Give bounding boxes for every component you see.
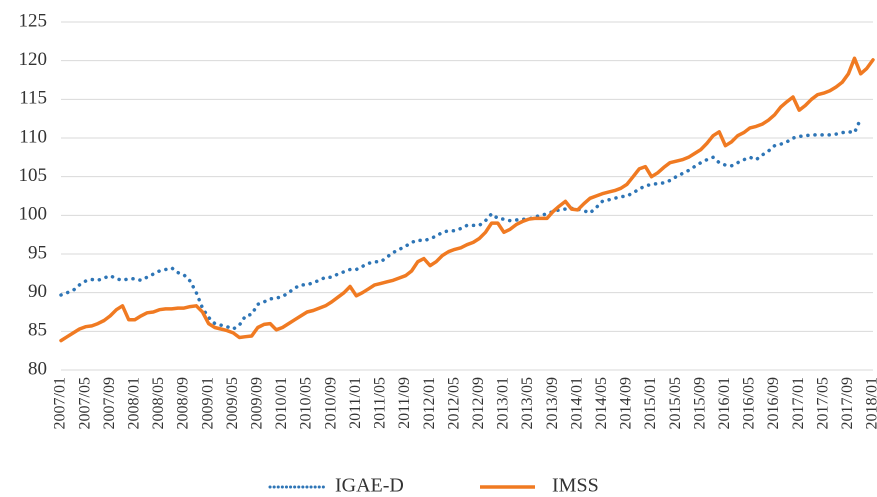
x-tick-label: 2016/09 bbox=[765, 377, 782, 429]
x-tick-label: 2008/09 bbox=[175, 377, 192, 429]
y-tick-label: 120 bbox=[19, 49, 48, 70]
x-tick-label: 2010/05 bbox=[298, 377, 315, 429]
x-tick-label: 2017/01 bbox=[790, 377, 807, 429]
x-tick-label: 2011/05 bbox=[372, 377, 389, 429]
x-tick-label: 2007/01 bbox=[52, 377, 69, 429]
x-tick-label: 2016/05 bbox=[741, 377, 758, 429]
x-tick-label: 2017/09 bbox=[839, 377, 856, 429]
x-tick-label: 2009/09 bbox=[249, 377, 266, 429]
x-tick-label: 2014/05 bbox=[593, 377, 610, 429]
x-tick-label: 2010/01 bbox=[273, 377, 290, 429]
x-tick-label: 2008/01 bbox=[125, 377, 142, 429]
x-tick-label: 2007/09 bbox=[101, 377, 118, 429]
x-tick-label: 2011/01 bbox=[347, 377, 364, 429]
x-tick-label: 2013/09 bbox=[544, 377, 561, 429]
x-tick-label: 2015/01 bbox=[642, 377, 659, 429]
y-tick-label: 90 bbox=[28, 281, 47, 302]
x-tick-label: 2015/05 bbox=[667, 377, 684, 429]
x-tick-label: 2013/05 bbox=[519, 377, 536, 429]
x-tick-label: 2017/05 bbox=[814, 377, 831, 429]
y-tick-label: 110 bbox=[19, 126, 47, 147]
x-tick-label: 2014/09 bbox=[618, 377, 635, 429]
x-tick-label: 2018/01 bbox=[864, 377, 877, 429]
series-line bbox=[59, 56, 875, 343]
y-tick-label: 105 bbox=[19, 165, 48, 186]
x-tick-label: 2010/09 bbox=[322, 377, 339, 429]
y-tick-label: 85 bbox=[28, 320, 47, 341]
x-tick-label: 2008/05 bbox=[150, 377, 167, 429]
y-tick-label: 100 bbox=[19, 204, 48, 225]
x-tick-label: 2012/01 bbox=[421, 377, 438, 429]
x-tick-label: 2016/01 bbox=[716, 377, 733, 429]
y-tick-label: 95 bbox=[28, 242, 47, 263]
x-tick-label: 2012/05 bbox=[445, 377, 462, 429]
x-tick-label: 2014/01 bbox=[568, 377, 585, 429]
series-line bbox=[59, 116, 863, 331]
x-tick-label: 2012/09 bbox=[470, 377, 487, 429]
x-tick-label: 2007/05 bbox=[76, 377, 93, 429]
legend-label: IMSS bbox=[552, 475, 599, 497]
x-tick-label: 2013/01 bbox=[495, 377, 512, 429]
x-tick-label: 2009/05 bbox=[224, 377, 241, 429]
y-tick-label: 125 bbox=[19, 10, 48, 31]
x-tick-label: 2009/01 bbox=[199, 377, 216, 429]
x-tick-label: 2015/09 bbox=[691, 377, 708, 429]
y-tick-label: 80 bbox=[28, 358, 47, 379]
legend-label: IGAE-D bbox=[335, 475, 404, 497]
y-tick-label: 115 bbox=[19, 88, 47, 109]
x-tick-label: 2011/09 bbox=[396, 377, 413, 429]
